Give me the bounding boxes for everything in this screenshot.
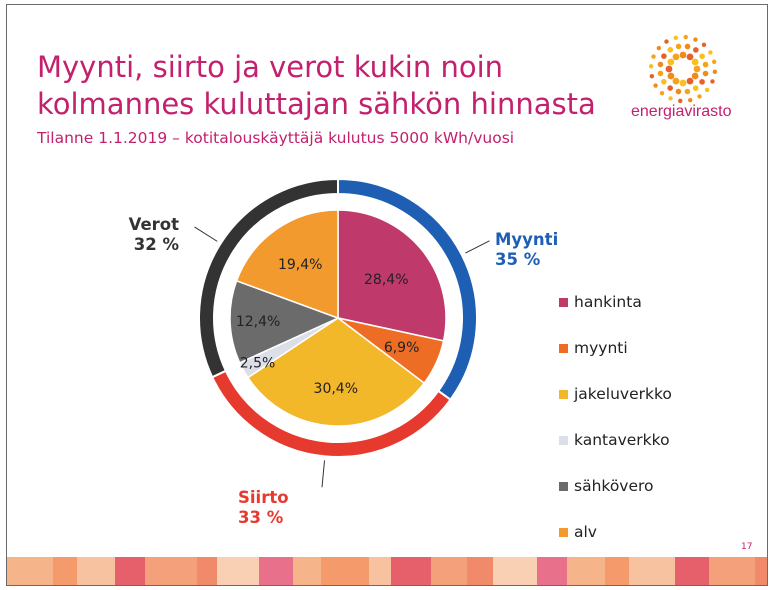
- group-value-myynti: 35 %: [495, 250, 541, 269]
- data-label-alv: 19,4%: [278, 257, 322, 273]
- legend-swatch: [559, 436, 568, 445]
- legend-item-jakeluverkko: jakeluverkko: [559, 385, 672, 431]
- slide-subtitle: Tilanne 1.1.2019 – kotitalouskäyttäjä ku…: [37, 129, 515, 147]
- slide-title: Myynti, siirto ja verot kukin noin kolma…: [37, 49, 597, 123]
- legend-label: sähkövero: [574, 477, 654, 495]
- data-label-jakeluverkko: 30,4%: [314, 381, 358, 397]
- legend-label: alv: [574, 523, 597, 541]
- energiavirasto-logo-icon: [648, 34, 718, 104]
- pie-slice-alv: [235, 209, 339, 320]
- group-value-verot: 32 %: [134, 235, 180, 254]
- legend-label: myynti: [574, 339, 628, 357]
- bottom-decor-bar: [7, 557, 767, 585]
- leader-line-verot: [194, 226, 218, 242]
- logo-text: energiavirasto: [631, 103, 732, 120]
- data-label-sähkövero: 12,4%: [236, 314, 280, 330]
- legend-label: jakeluverkko: [574, 385, 672, 403]
- legend-label: kantaverkko: [574, 431, 670, 449]
- slide: Myynti, siirto ja verot kukin noin kolma…: [6, 4, 768, 586]
- ring-segment-verot: [198, 177, 339, 379]
- legend-label: hankinta: [574, 293, 642, 311]
- legend-item-sahkovero: sähkövero: [559, 477, 672, 523]
- legend-swatch: [559, 528, 568, 537]
- data-label-myynti: 6,9%: [384, 340, 420, 356]
- pie-slice-hankinta: [337, 209, 447, 342]
- legend-item-kantaverkko: kantaverkko: [559, 431, 672, 477]
- legend-swatch: [559, 482, 568, 491]
- legend-item-hankinta: hankinta: [559, 293, 672, 339]
- group-label-siirto: Siirto: [238, 488, 289, 507]
- leader-line-siirto: [321, 460, 326, 488]
- leader-line-myynti: [465, 240, 490, 254]
- legend-swatch: [559, 344, 568, 353]
- title-line-2: kolmannes kuluttajan sähkön hinnasta: [37, 87, 596, 121]
- page-number: 17: [741, 542, 753, 552]
- group-label-myynti: Myynti: [495, 230, 558, 249]
- data-label-hankinta: 28,4%: [364, 272, 408, 288]
- pie-slice-sähkövero: [229, 279, 340, 364]
- data-label-kantaverkko: 2,5%: [240, 356, 276, 372]
- legend-item-myynti: myynti: [559, 339, 672, 385]
- legend-swatch: [559, 298, 568, 307]
- title-line-1: Myynti, siirto ja verot kukin noin: [37, 50, 504, 84]
- chart-legend: hankinta myynti jakeluverkko kantaverkko…: [559, 293, 672, 569]
- legend-item-alv: alv: [559, 523, 672, 569]
- legend-swatch: [559, 390, 568, 399]
- group-label-verot: Verot: [129, 215, 180, 234]
- pie-slice-jakeluverkko: [246, 317, 426, 427]
- group-value-siirto: 33 %: [238, 508, 284, 527]
